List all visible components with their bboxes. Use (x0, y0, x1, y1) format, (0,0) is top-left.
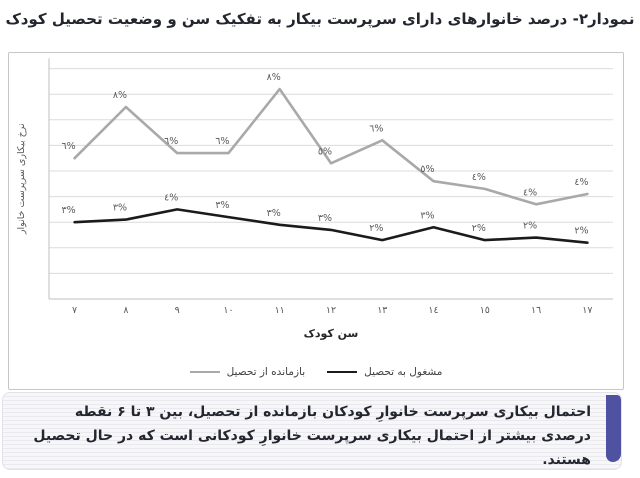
note-text: احتمال بیکاری سرپرست خانوارِ کودکان بازم… (33, 404, 591, 468)
x-tick-label: ١٠ (223, 305, 233, 316)
x-tick-label: ٩ (175, 305, 180, 316)
chart-legend: بازمانده از تحصیل مشغول به تحصیل (9, 366, 623, 378)
x-tick-label: ٧ (72, 305, 77, 316)
data-label: ٦% (62, 141, 76, 152)
data-label: ٣% (113, 203, 127, 214)
data-label: ٦% (369, 123, 383, 134)
note-box: احتمال بیکاری سرپرست خانوارِ کودکان بازم… (2, 392, 622, 470)
x-tick-label: ١٦ (531, 305, 541, 316)
x-tick-label: ١٥ (480, 305, 490, 316)
x-tick-label: ١١ (275, 305, 285, 316)
x-tick-label: ١٣ (377, 305, 387, 316)
data-label: ٤% (164, 192, 178, 203)
x-tick-label: ١٤ (428, 305, 438, 316)
data-label: ٣% (62, 205, 76, 216)
data-label: ٣% (318, 213, 332, 224)
x-tick-label: ١٧ (582, 305, 592, 316)
data-label: ٢% (472, 223, 486, 234)
note-accent-bar (606, 395, 621, 462)
legend-item-1: مشغول به تحصیل (327, 366, 442, 378)
legend-label-1: مشغول به تحصیل (364, 366, 443, 378)
chart-title: نمودار۲- درصد خانوارهای دارای سرپرست بیک… (5, 10, 635, 28)
data-label: ٣% (420, 210, 434, 221)
data-label: ٨% (267, 72, 281, 83)
data-label: ٤% (472, 172, 486, 183)
series-line-0 (73, 87, 589, 206)
data-label: ٥% (420, 164, 434, 175)
legend-item-0: بازمانده از تحصیل (189, 366, 306, 378)
series-line-1 (73, 208, 589, 244)
x-tick-label: ٨ (123, 305, 128, 316)
x-tick-label: ١٢ (326, 305, 336, 316)
data-label: ٤% (574, 177, 588, 188)
legend-swatch-0 (189, 371, 220, 373)
data-label: ٢% (523, 221, 537, 232)
line-chart: ٦% ٨% ٦% ٦% ٨% ٥% ٦% ٥% ٤% ٤% ٤% ٣% ٣% ٤% ٣% ٣% ٣% ٢% ٣% ٢%… (16, 58, 613, 340)
data-label: ٥% (318, 146, 332, 157)
data-label: ٨% (113, 90, 127, 101)
data-label: ٤% (523, 187, 537, 198)
data-label: ٦% (215, 136, 229, 147)
chart-panel: ٦% ٨% ٦% ٦% ٨% ٥% ٦% ٥% ٤% ٤% ٤% ٣% ٣% ٤% ٣% ٣% ٣% ٢% ٣% ٢%… (8, 52, 624, 390)
data-label: ٢% (369, 223, 383, 234)
y-axis-title: نرخ بیکاری سرپرست خانوار (16, 123, 27, 235)
data-label: ٢% (574, 226, 588, 237)
legend-swatch-1 (327, 371, 358, 373)
data-label: ٦% (164, 136, 178, 147)
legend-label-0: بازمانده از تحصیل (226, 366, 306, 378)
x-axis-title: سن کودک (304, 327, 359, 340)
data-label: ٣% (215, 200, 229, 211)
data-label: ٣% (267, 208, 281, 219)
